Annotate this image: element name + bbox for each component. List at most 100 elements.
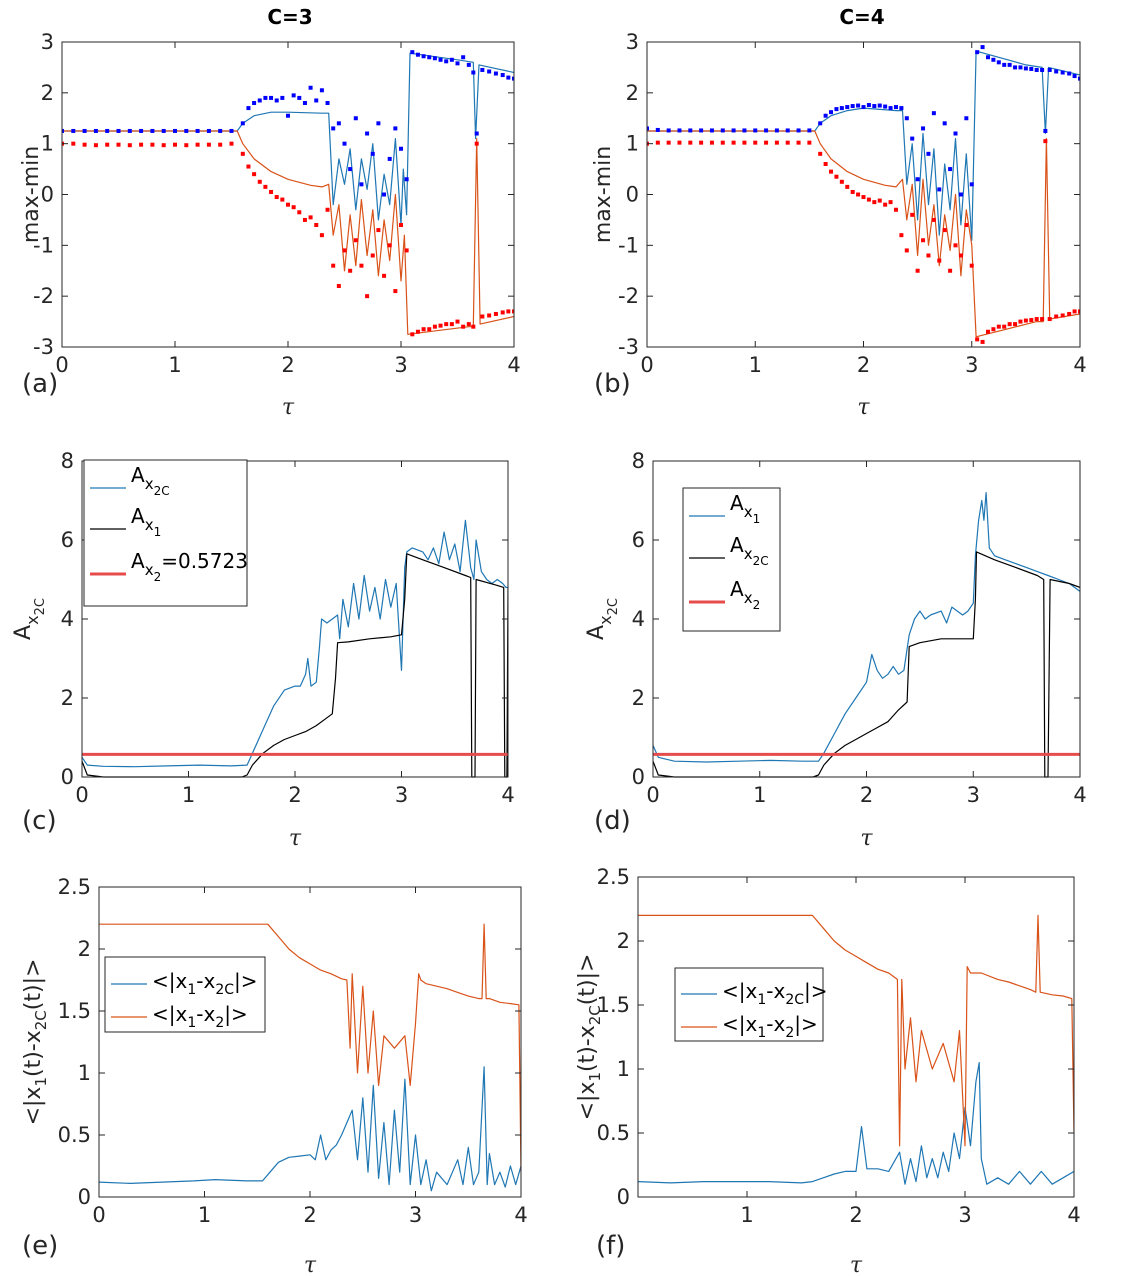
data-point <box>474 141 479 146</box>
data-point <box>184 143 189 148</box>
y-axis-label: max-min <box>591 146 616 243</box>
x-tick-label: 0 <box>75 783 88 807</box>
data-point <box>353 116 358 121</box>
data-point <box>829 169 834 174</box>
x-tick-label: 4 <box>1073 783 1086 807</box>
data-point <box>325 101 330 105</box>
data-point <box>387 243 392 248</box>
data-point <box>336 284 341 288</box>
series-min-line <box>647 130 1080 338</box>
data-point <box>71 141 76 146</box>
data-point <box>1007 322 1012 327</box>
data-point <box>314 223 319 227</box>
legend-box <box>682 487 781 632</box>
data-point <box>893 207 898 212</box>
data-point <box>116 142 121 147</box>
data-point <box>348 268 353 273</box>
data-point <box>948 268 953 273</box>
legend-entry: Ax1 <box>131 504 161 539</box>
data-point <box>818 151 823 156</box>
plot-area <box>99 887 521 1197</box>
data-point <box>291 205 296 210</box>
panel-label: (a) <box>22 369 58 399</box>
data-point <box>500 310 505 315</box>
data-point <box>937 187 942 192</box>
legend-box <box>104 956 266 1033</box>
y-tick-label: 0.5 <box>58 1123 91 1147</box>
x-tick-label: 1 <box>182 783 195 807</box>
data-point <box>921 238 926 243</box>
legend-entry: <|x1-x2|> <box>722 1012 818 1041</box>
data-point <box>493 71 498 76</box>
data-point <box>325 207 330 212</box>
data-point <box>291 93 296 98</box>
data-point <box>877 103 882 108</box>
data-point <box>647 126 649 131</box>
data-point <box>82 142 87 147</box>
data-point <box>753 140 758 145</box>
data-point <box>382 192 387 197</box>
data-point <box>888 106 893 111</box>
data-point <box>904 116 909 121</box>
data-point <box>731 128 736 133</box>
x-tick-label: 1 <box>168 353 181 377</box>
x-tick-label: 4 <box>507 353 520 377</box>
data-point <box>342 248 347 253</box>
data-point <box>173 142 177 147</box>
data-point <box>991 57 996 62</box>
data-point <box>1060 70 1065 75</box>
data-point <box>399 223 403 227</box>
data-point <box>899 233 904 238</box>
y-tick-label: 2 <box>78 937 91 961</box>
data-point <box>899 106 904 111</box>
y-tick-label: 0 <box>41 183 54 207</box>
series-max-line <box>62 52 514 226</box>
data-point <box>269 189 274 194</box>
legend-entry: <|x1-x2C|> <box>722 979 828 1008</box>
y-tick-label: 2.5 <box>597 865 630 889</box>
data-point <box>1054 314 1059 319</box>
data-point <box>1078 76 1080 81</box>
data-point <box>1067 71 1072 76</box>
data-point <box>421 54 426 59</box>
y-tick-label: -3 <box>618 335 639 359</box>
x-tick-label: 0 <box>640 353 653 377</box>
data-point <box>474 131 479 136</box>
x-tick-label: 2 <box>303 1203 316 1227</box>
data-point <box>845 105 850 110</box>
x-tick-label: 2 <box>857 353 870 377</box>
data-point <box>709 140 714 145</box>
data-point <box>370 253 375 258</box>
panel-d: 0 1 2 3 4 0 2 4 6 8 τ Ax2C (d) Ax1 Ax2C Ax2 <box>584 449 1087 851</box>
data-point <box>150 142 155 147</box>
data-point <box>1013 322 1018 327</box>
data-point <box>1002 324 1007 329</box>
data-point <box>93 128 98 133</box>
data-point <box>964 116 969 121</box>
x-tick-label: 1 <box>198 1203 211 1227</box>
data-point <box>774 128 779 133</box>
y-tick-label: 1 <box>617 1057 630 1081</box>
data-point <box>742 128 747 133</box>
data-point <box>861 195 866 200</box>
data-point <box>1029 66 1034 71</box>
data-point <box>150 128 155 133</box>
series-max-markers <box>62 50 514 197</box>
data-point <box>823 113 828 118</box>
data-point <box>953 131 958 136</box>
data-point <box>753 128 758 133</box>
data-point <box>926 151 931 156</box>
data-point <box>336 121 341 126</box>
data-point <box>399 146 403 151</box>
data-point <box>500 73 505 78</box>
x-axis-label: τ <box>850 1253 863 1276</box>
data-point <box>921 126 926 131</box>
series-a-x2c <box>82 519 508 768</box>
data-point <box>985 55 990 60</box>
data-point <box>915 177 920 182</box>
column-title-c3: C=3 <box>267 5 312 29</box>
data-layer <box>99 923 521 1192</box>
y-tick-label: -1 <box>618 233 639 257</box>
data-point <box>229 128 234 133</box>
x-tick-label: 3 <box>965 353 978 377</box>
